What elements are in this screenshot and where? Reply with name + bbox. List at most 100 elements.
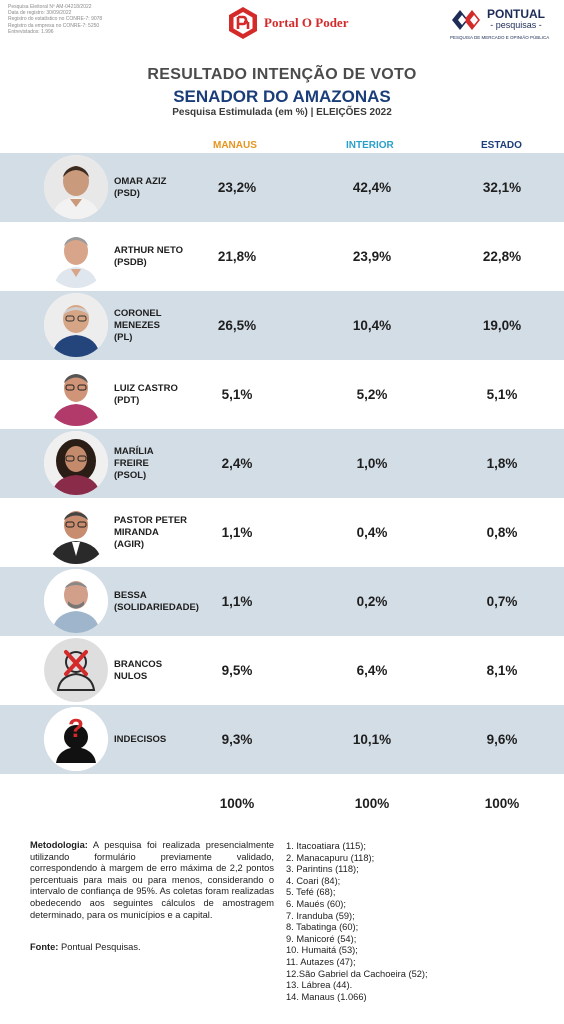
table-row: BRANCOS NULOS 9,5% 6,4% 8,1% bbox=[0, 636, 564, 705]
table-row: ? INDECISOS 9,3% 10,1% 9,6% bbox=[0, 705, 564, 774]
value-estado: 32,1% bbox=[482, 180, 522, 195]
candidate-photo bbox=[44, 362, 108, 426]
list-item: 10. Humaitá (53); bbox=[286, 945, 358, 956]
column-header-manaus: MANAUS bbox=[213, 140, 257, 151]
pontual-tagline: PESQUISA DE MERCADO E OPINIÃO PÚBLICA bbox=[450, 35, 550, 40]
candidate-photo bbox=[44, 293, 108, 357]
candidate-photo bbox=[44, 569, 108, 633]
value-manaus: 9,3% bbox=[221, 732, 253, 747]
svg-text:?: ? bbox=[68, 713, 84, 743]
candidate-name: LUIZ CASTRO (PDT) bbox=[114, 382, 178, 406]
table-row: LUIZ CASTRO (PDT) 5,1% 5,2% 5,1% bbox=[0, 360, 564, 429]
value-interior: 5,2% bbox=[356, 387, 388, 402]
value-manaus: 21,8% bbox=[217, 249, 257, 264]
registry-line: Data de registro: 30/09/2022 bbox=[8, 10, 72, 17]
value-estado: 0,7% bbox=[486, 594, 518, 609]
list-item: 12.São Gabriel da Cachoeira (52); bbox=[286, 968, 428, 979]
list-item: 9. Manicoré (54); bbox=[286, 933, 357, 944]
list-item: 6. Maués (60); bbox=[286, 898, 346, 909]
value-estado: 8,1% bbox=[486, 663, 518, 678]
value-interior: 10,1% bbox=[352, 732, 392, 747]
value-estado: 0,8% bbox=[486, 525, 518, 540]
registry-line: Pesquisa Eleitoral Nº AM-04218/2022 bbox=[8, 4, 92, 10]
table-row: ARTHUR NETO (PSDB) 21,8% 23,9% 22,8% bbox=[0, 222, 564, 291]
source-label: Fonte: bbox=[30, 942, 59, 952]
undecided-icon: ? bbox=[44, 707, 108, 771]
value-interior: 1,0% bbox=[356, 456, 388, 471]
value-manaus: 1,1% bbox=[221, 594, 253, 609]
candidate-name: BRANCOS NULOS bbox=[114, 658, 163, 682]
candidate-name: PASTOR PETER MIRANDA (AGIR) bbox=[114, 514, 188, 550]
list-item: 13. Lábrea (44). bbox=[286, 980, 353, 991]
value-estado: 22,8% bbox=[482, 249, 522, 264]
pontual-sub: - pesquisas - bbox=[490, 19, 542, 30]
list-item: 2. Manacapuru (118); bbox=[286, 852, 375, 863]
value-interior: 42,4% bbox=[352, 180, 392, 195]
portal-o-poder-logo: Portal O Poder bbox=[226, 6, 348, 40]
candidate-photo bbox=[44, 155, 108, 219]
table-row: BESSA (SOLIDARIEDADE) 1,1% 0,2% 0,7% bbox=[0, 567, 564, 636]
value-interior: 6,4% bbox=[356, 663, 388, 678]
candidate-name: BESSA (SOLIDARIEDADE) bbox=[114, 589, 199, 613]
value-manaus: 1,1% bbox=[221, 525, 253, 540]
total-interior: 100% bbox=[354, 795, 390, 811]
column-header-interior: INTERIOR bbox=[346, 140, 394, 151]
table-row: OMAR AZIZ (PSD) 23,2% 42,4% 32,1% bbox=[0, 153, 564, 222]
table-row: PASTOR PETER MIRANDA (AGIR) 1,1% 0,4% 0,… bbox=[0, 498, 564, 567]
value-interior: 0,4% bbox=[356, 525, 388, 540]
table-row: MARÍLIA FREIRE (PSOL) 2,4% 1,0% 1,8% bbox=[0, 429, 564, 498]
pontual-pesquisas-logo: PONTUAL - pesquisas - PESQUISA DE MERCAD… bbox=[450, 6, 560, 41]
source-text: Fonte: Pontual Pesquisas. bbox=[30, 942, 141, 952]
methodology-label: Metodologia: bbox=[30, 840, 88, 850]
pontual-name: PONTUAL bbox=[487, 6, 545, 21]
candidate-photo bbox=[44, 224, 108, 288]
registry-line: Registro da empresa no CONRE-7: 5250 bbox=[8, 22, 100, 29]
value-manaus: 23,2% bbox=[217, 180, 257, 195]
list-item: 7. Iranduba (59); bbox=[286, 910, 355, 921]
portal-hexagon-icon bbox=[229, 7, 257, 39]
registry-info: Pesquisa Eleitoral Nº AM-04218/2022 Data… bbox=[8, 4, 148, 35]
totals-row: 100% 100% 100% bbox=[0, 794, 564, 812]
list-item: 11. Autazes (47); bbox=[286, 956, 356, 967]
value-interior: 10,4% bbox=[352, 318, 392, 333]
candidate-name: OMAR AZIZ (PSD) bbox=[114, 175, 167, 199]
list-item: 1. Itacoatiara (115); bbox=[286, 841, 366, 851]
page-caption: Pesquisa Estimulada (em %) | ELEIÇÕES 20… bbox=[172, 107, 392, 118]
value-estado: 9,6% bbox=[486, 732, 518, 747]
page-subtitle: SENADOR DO AMAZONAS bbox=[173, 87, 391, 106]
value-manaus: 9,5% bbox=[221, 663, 253, 678]
list-item: 4. Coari (84); bbox=[286, 875, 341, 886]
source-value: Pontual Pesquisas. bbox=[58, 942, 141, 952]
methodology-text: Metodologia: A pesquisa foi realizada pr… bbox=[30, 840, 274, 921]
city-sample-list: 1. Itacoatiara (115); 2. Manacapuru (118… bbox=[286, 841, 428, 1003]
value-interior: 0,2% bbox=[356, 594, 388, 609]
list-item: 8. Tabatinga (60); bbox=[286, 922, 359, 933]
table-row: CORONEL MENEZES (PL) 26,5% 10,4% 19,0% bbox=[0, 291, 564, 360]
list-item: 14. Manaus (1.066) bbox=[286, 991, 367, 1002]
value-manaus: 5,1% bbox=[221, 387, 253, 402]
candidate-photo bbox=[44, 500, 108, 564]
blank-null-icon bbox=[44, 638, 108, 702]
list-item: 5. Tefé (68); bbox=[286, 887, 336, 898]
candidate-photo bbox=[44, 431, 108, 495]
value-estado: 1,8% bbox=[486, 456, 518, 471]
list-item: 3. Parintins (118); bbox=[286, 864, 359, 875]
candidate-name: ARTHUR NETO (PSDB) bbox=[114, 244, 183, 268]
candidate-name: MARÍLIA FREIRE (PSOL) bbox=[114, 445, 154, 481]
total-estado: 100% bbox=[484, 795, 520, 811]
portal-o-poder-name: Portal O Poder bbox=[264, 15, 349, 30]
registry-line: Registro do estatístico no CONRE-7: 9078 bbox=[8, 16, 103, 23]
value-interior: 23,9% bbox=[352, 249, 392, 264]
methodology-body: A pesquisa foi realizada presencialmente… bbox=[30, 840, 274, 920]
page-title: RESULTADO INTENÇÃO DE VOTO bbox=[147, 66, 417, 83]
candidate-name: CORONEL MENEZES (PL) bbox=[114, 307, 162, 343]
pontual-chevron-icon bbox=[452, 10, 480, 30]
total-manaus: 100% bbox=[219, 795, 255, 811]
candidate-name: INDECISOS bbox=[114, 733, 167, 745]
registry-line: Entrevistados: 1.996 bbox=[8, 28, 54, 35]
column-header-estado: ESTADO bbox=[481, 140, 522, 151]
value-estado: 5,1% bbox=[486, 387, 518, 402]
value-manaus: 26,5% bbox=[217, 318, 257, 333]
value-estado: 19,0% bbox=[482, 318, 522, 333]
value-manaus: 2,4% bbox=[221, 456, 253, 471]
